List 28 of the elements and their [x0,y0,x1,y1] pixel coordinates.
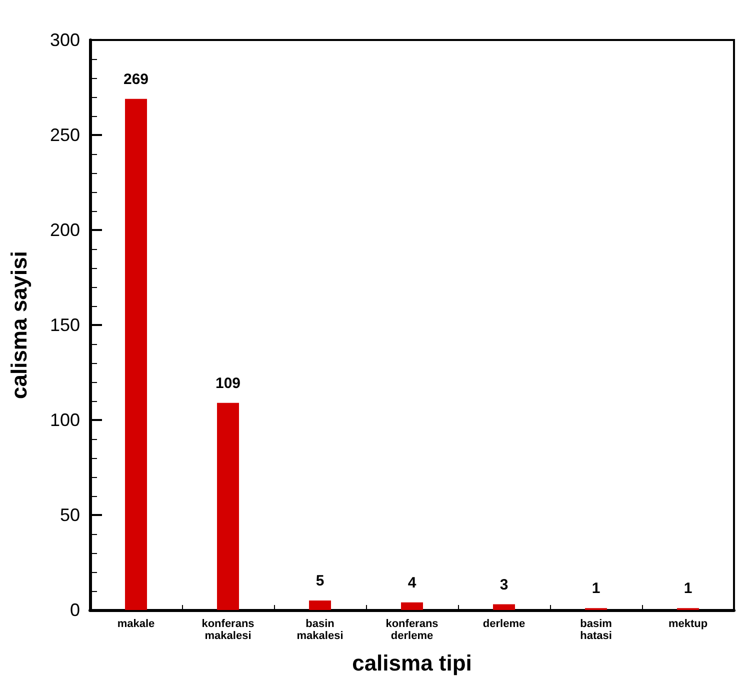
data-label: 269 [123,70,149,88]
x-tick-label: basin makalesi [296,618,344,642]
x-tick-label: derleme [482,618,526,630]
data-label: 3 [500,576,508,594]
y-axis-title: calisma sayisi [6,250,32,400]
x-tick-label: konferans derleme [386,618,438,642]
x-tick-label: makale [117,618,155,630]
y-tick-label: 150 [50,315,80,335]
bar [125,98,147,610]
y-tick-label: 300 [50,30,80,50]
x-tick-label: konferans makalesi [202,618,254,642]
x-tick-label: basim hatasi [580,618,612,642]
x-tick-label: mektup [668,618,708,630]
x-axis-title: calisma tipi [352,650,472,676]
y-tick-label: 0 [70,600,80,620]
data-label: 109 [215,374,241,392]
data-label: 5 [316,572,324,590]
bar [217,402,239,610]
data-label: 4 [408,574,417,592]
y-tick-label: 50 [60,505,80,525]
bar [493,604,515,610]
bar [309,600,331,610]
data-label: 1 [684,580,692,598]
data-label: 1 [592,580,600,598]
y-tick-label: 100 [50,410,80,430]
y-tick-label: 200 [50,220,80,240]
y-tick-label: 250 [50,125,80,145]
bar [401,602,423,610]
